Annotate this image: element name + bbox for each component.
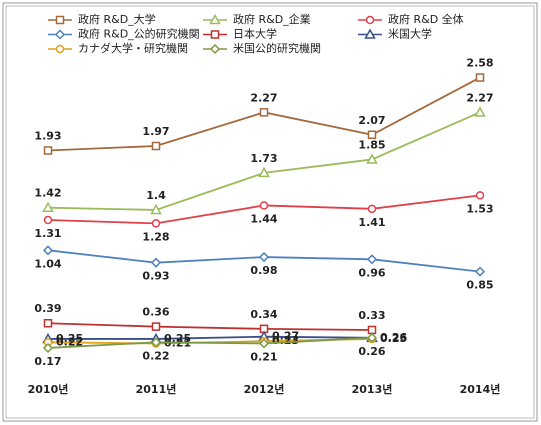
marker bbox=[42, 342, 54, 353]
marker bbox=[43, 215, 53, 225]
data-label: 2.27 bbox=[466, 91, 493, 104]
marker bbox=[209, 43, 221, 55]
marker bbox=[259, 201, 269, 210]
marker bbox=[367, 204, 377, 214]
marker bbox=[209, 13, 221, 25]
marker bbox=[55, 44, 65, 54]
data-label: 2.58 bbox=[466, 57, 493, 70]
marker bbox=[258, 338, 270, 349]
marker bbox=[43, 146, 53, 155]
data-label: 0.96 bbox=[358, 266, 385, 279]
marker bbox=[474, 266, 486, 277]
legend-label: 政府 R&D_大学 bbox=[78, 12, 156, 26]
data-label: 0.39 bbox=[34, 302, 61, 315]
data-label: 1.85 bbox=[358, 138, 385, 151]
marker bbox=[42, 245, 54, 256]
data-label: 1.4 bbox=[146, 189, 166, 202]
data-label: 0.26 bbox=[380, 331, 407, 344]
legend-label: 政府 R&D_企業 bbox=[233, 12, 311, 26]
legend-label: 政府 R&D_公的研究機関 bbox=[78, 27, 200, 41]
marker bbox=[475, 73, 485, 82]
marker bbox=[366, 153, 378, 164]
data-label: 0.34 bbox=[250, 308, 277, 321]
marker bbox=[42, 201, 54, 212]
marker bbox=[150, 203, 162, 215]
data-label: 0.22 bbox=[142, 349, 169, 362]
series-line bbox=[48, 335, 373, 340]
marker bbox=[364, 28, 376, 39]
data-label: 0.17 bbox=[34, 355, 61, 368]
marker bbox=[210, 30, 220, 39]
marker bbox=[258, 166, 270, 178]
frame bbox=[2, 2, 538, 422]
marker bbox=[150, 337, 162, 348]
data-label: 0.98 bbox=[250, 264, 277, 277]
marker bbox=[474, 106, 486, 117]
x-tick-label: 2011년 bbox=[136, 382, 177, 396]
marker bbox=[475, 191, 485, 200]
marker bbox=[365, 15, 375, 25]
data-label: 0.23 bbox=[272, 334, 299, 347]
marker bbox=[151, 141, 161, 151]
marker bbox=[366, 332, 378, 343]
series-line bbox=[47, 322, 373, 331]
marker bbox=[54, 29, 66, 40]
marker bbox=[259, 108, 269, 117]
marker bbox=[150, 257, 162, 268]
data-label: 0.85 bbox=[466, 279, 493, 292]
data-label: 2.27 bbox=[250, 91, 277, 104]
legend-label: カナダ大学・研究機関 bbox=[78, 41, 188, 55]
data-label: 1.97 bbox=[142, 125, 169, 138]
marker bbox=[258, 251, 270, 263]
legend-label: 米国大学 bbox=[388, 27, 432, 41]
marker bbox=[55, 15, 65, 25]
data-label: 0.25 bbox=[380, 332, 407, 345]
legend-label: 政府 R&D 全体 bbox=[388, 12, 464, 26]
series-line bbox=[47, 336, 373, 349]
data-label: 0.21 bbox=[250, 350, 277, 363]
data-label: 1.44 bbox=[250, 212, 277, 225]
data-label: 0.36 bbox=[142, 306, 169, 319]
data-label: 1.73 bbox=[250, 152, 277, 165]
marker bbox=[151, 219, 161, 228]
x-tick-label: 2014년 bbox=[460, 382, 501, 396]
marker bbox=[366, 254, 378, 265]
data-label: 1.41 bbox=[358, 216, 385, 229]
data-label: 0.27 bbox=[272, 330, 299, 343]
marker bbox=[43, 318, 53, 328]
data-label: 1.28 bbox=[142, 230, 169, 243]
data-label: 0.33 bbox=[358, 309, 385, 322]
marker bbox=[151, 322, 161, 331]
legend-label: 日本大学 bbox=[233, 27, 277, 41]
data-label: 1.31 bbox=[34, 227, 61, 240]
legend-label: 米国公的研究機関 bbox=[233, 41, 321, 55]
frame-inner bbox=[5, 5, 535, 419]
data-label: 0.26 bbox=[358, 345, 385, 358]
data-label: 1.42 bbox=[34, 187, 61, 200]
x-tick-label: 2010년 bbox=[28, 382, 69, 396]
data-label: 0.22 bbox=[56, 335, 83, 348]
data-label: 2.07 bbox=[358, 114, 385, 127]
data-label: 1.93 bbox=[34, 129, 61, 142]
data-label: 1.53 bbox=[466, 202, 493, 215]
x-tick-label: 2012년 bbox=[244, 382, 285, 396]
marker bbox=[367, 130, 377, 140]
x-tick-label: 2013년 bbox=[352, 382, 393, 396]
data-label: 0.93 bbox=[142, 270, 169, 283]
data-label: 1.04 bbox=[34, 257, 61, 270]
